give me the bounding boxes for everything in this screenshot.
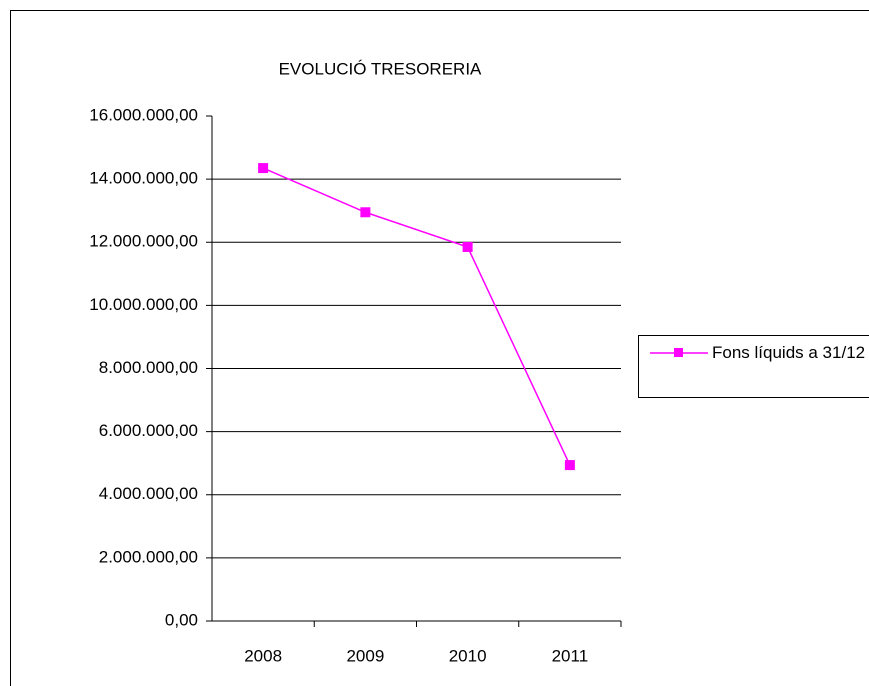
legend-label: Fons líquids a 31/12 xyxy=(712,343,866,362)
legend-box xyxy=(638,335,869,398)
y-tick-label: 2.000.000,00 xyxy=(99,547,198,566)
legend-marker xyxy=(674,348,683,357)
y-tick-label: 0,00 xyxy=(165,610,198,629)
point-marker xyxy=(462,241,473,252)
y-tick-label: 4.000.000,00 xyxy=(99,484,198,503)
chart-title: EVOLUCIÓ TRESORERIA xyxy=(279,59,482,78)
x-tick-label: 2010 xyxy=(449,646,487,665)
point-marker xyxy=(564,460,575,471)
y-tick-label: 10.000.000,00 xyxy=(89,295,198,314)
y-tick-label: 8.000.000,00 xyxy=(99,358,198,377)
y-tick-label: 14.000.000,00 xyxy=(89,169,198,188)
point-marker xyxy=(258,163,269,174)
y-tick-label: 16.000.000,00 xyxy=(89,105,198,124)
x-tick-label: 2011 xyxy=(552,646,589,665)
point-marker xyxy=(360,207,371,218)
y-tick-label: 6.000.000,00 xyxy=(99,421,198,440)
x-tick-label: 2009 xyxy=(346,646,384,665)
y-tick-label: 12.000.000,00 xyxy=(89,232,198,251)
x-tick-label: 2008 xyxy=(244,646,282,665)
series-line xyxy=(262,167,571,466)
